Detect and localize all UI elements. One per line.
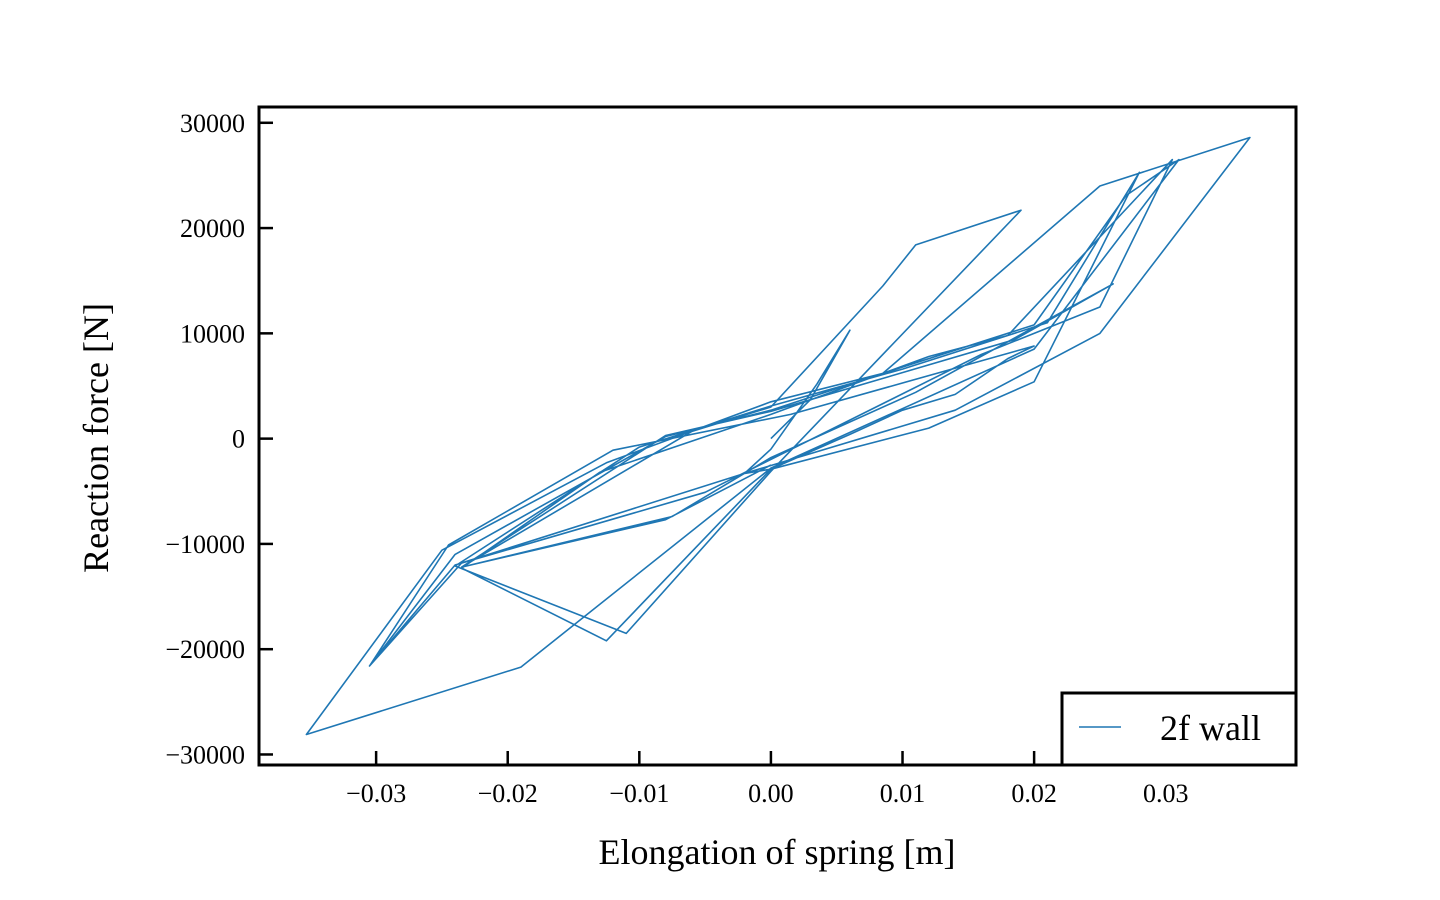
x-tick-label: −0.03 [346,779,406,808]
y-tick-label: 10000 [180,319,245,348]
series-layer [305,136,1251,736]
series-line-0 [305,136,1251,736]
y-axis-label: Reaction force [N] [76,303,116,573]
y-tick-label: −20000 [165,635,245,664]
plot-frame [257,105,1298,767]
x-tick-label: 0.00 [748,779,794,808]
legend-box [1060,691,1298,767]
y-tick-label: 20000 [180,214,245,243]
x-tick-label: 0.03 [1143,779,1189,808]
legend-label: 2f wall [1160,708,1261,748]
y-tick-label: 0 [232,425,245,454]
y-tick-label: −30000 [165,740,245,769]
x-tick-label: −0.02 [478,779,538,808]
x-axis-ticks: −0.03 −0.02 −0.01 0.00 0.01 0.02 0.03 [346,751,1188,808]
x-tick-label: 0.01 [880,779,926,808]
x-tick-label: −0.01 [609,779,669,808]
legend: 2f wall [1060,691,1298,767]
x-axis-label: Elongation of spring [m] [599,832,956,872]
y-tick-label: 30000 [180,109,245,138]
y-tick-label: −10000 [165,530,245,559]
x-tick-label: 0.02 [1011,779,1057,808]
y-axis-ticks: −30000 −20000 −10000 0 10000 20000 30000 [165,109,273,769]
